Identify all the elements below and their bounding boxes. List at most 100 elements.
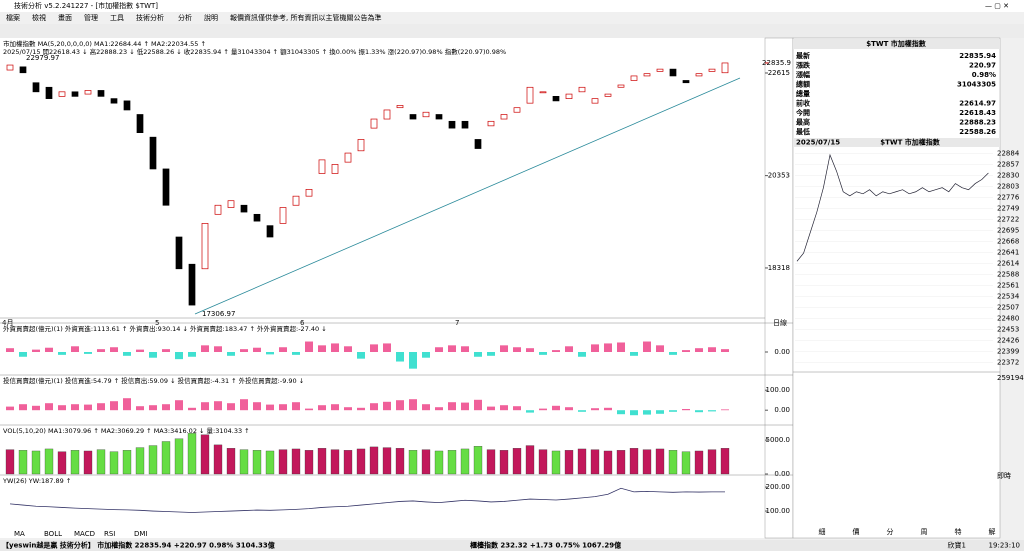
- candle: [682, 80, 690, 84]
- candle: [149, 136, 157, 170]
- panel-tab[interactable]: 解: [989, 527, 996, 536]
- indicator-bar: [83, 450, 93, 475]
- candle: [565, 93, 573, 99]
- indicator-bar: [526, 348, 534, 352]
- indicator-tab[interactable]: DMI: [134, 530, 148, 538]
- indicator-bar: [5, 449, 15, 475]
- quote-label: 今開: [795, 108, 810, 117]
- indicator-bar: [669, 352, 677, 355]
- menu-item[interactable]: 說明: [204, 13, 218, 22]
- indicator-bar: [292, 352, 300, 355]
- indicator-bar: [474, 352, 482, 357]
- quote-label: 漲幅: [796, 70, 810, 79]
- indicator-tab[interactable]: MA: [14, 530, 25, 538]
- indicator-bar: [110, 401, 118, 411]
- menu-item[interactable]: 檔案: [6, 13, 20, 22]
- indicator-bar: [44, 448, 54, 475]
- indicator-bar: [109, 451, 119, 475]
- quote-label: 最新: [796, 51, 810, 60]
- menu-item[interactable]: 工具: [110, 14, 124, 22]
- indicator-bar: [97, 349, 105, 352]
- candle: [708, 68, 716, 72]
- yw-line: [9, 487, 725, 513]
- menu-item[interactable]: 報價資訊僅供參考, 所有資訊以主管機關公告為準: [230, 13, 381, 22]
- candle: [461, 120, 469, 129]
- panel-tab[interactable]: 特: [955, 527, 962, 536]
- indicator-bar: [396, 352, 404, 362]
- y-tick-label: 22722: [997, 216, 1019, 224]
- toolbar: [0, 24, 1024, 38]
- indicator-tab[interactable]: BOLL: [44, 530, 62, 538]
- y-tick-label: 22614: [997, 260, 1020, 268]
- candle: [578, 86, 586, 93]
- candle: [695, 73, 703, 77]
- candle: [669, 68, 677, 77]
- indicator-tab[interactable]: MACD: [74, 530, 95, 538]
- indicator-bar: [435, 407, 443, 411]
- menu-item[interactable]: 畫面: [58, 13, 72, 22]
- panel-tab[interactable]: 分: [887, 527, 894, 536]
- candle: [357, 139, 365, 152]
- indicator-bar: [643, 410, 651, 415]
- indicator-bar: [539, 352, 547, 355]
- indicator-bar: [304, 450, 314, 475]
- indicator-bar: [695, 410, 703, 413]
- quote-value: 22888.23: [959, 119, 996, 127]
- candle: [71, 91, 79, 97]
- candle: [591, 98, 599, 104]
- indicator-bar: [279, 404, 287, 411]
- menu-item[interactable]: 檢視: [32, 13, 46, 22]
- panel-tab[interactable]: 細: [819, 527, 826, 536]
- indicator-bar: [266, 352, 274, 355]
- quote-label: 漲跌: [796, 61, 811, 70]
- candle: [84, 90, 92, 95]
- panel-tab[interactable]: 周: [921, 528, 928, 536]
- candle: [305, 189, 313, 197]
- intraday-date: 2025/07/15: [796, 139, 840, 147]
- quote-value: 22618.43: [959, 109, 996, 117]
- window-controls[interactable]: — ▢ ✕: [985, 2, 1009, 10]
- indicator-bar: [84, 404, 92, 411]
- panel-tab[interactable]: 價: [853, 527, 860, 536]
- indicator-bar: [604, 343, 612, 352]
- indicator-bar: [343, 450, 353, 475]
- indicator-bar: [161, 441, 171, 475]
- y-tick-label: 22561: [997, 281, 1019, 289]
- indicator-bar: [396, 400, 404, 411]
- y-tick-label: 5000.0: [766, 436, 791, 444]
- indicator-tab[interactable]: RSI: [104, 530, 115, 538]
- indicator-bar: [448, 402, 456, 411]
- indicator-bar: [318, 345, 326, 352]
- indicator-bar: [513, 347, 521, 352]
- y-tick-label: 22830: [997, 171, 1019, 179]
- candle: [240, 204, 248, 213]
- indicator-bar: [19, 352, 27, 357]
- menu-item[interactable]: 分析: [178, 13, 192, 22]
- menu-item[interactable]: 管理: [84, 13, 98, 22]
- candle: [604, 93, 612, 97]
- indicator-bar: [435, 347, 443, 352]
- indicator-bar: [18, 450, 28, 475]
- indicator-bar: [694, 450, 704, 475]
- indicator-bar: [448, 345, 456, 352]
- candle: [214, 204, 222, 215]
- indicator-bar: [253, 402, 261, 411]
- indicator-bar: [32, 349, 40, 352]
- quote-label: 最高: [796, 118, 810, 127]
- y-tick-label: 20353: [768, 172, 790, 180]
- candle: [227, 200, 235, 208]
- candle: [448, 120, 456, 129]
- quote-label: 總額: [796, 80, 810, 89]
- menu-item[interactable]: 技術分析: [136, 13, 164, 22]
- indicator-bar: [720, 448, 730, 475]
- y-tick-label: 22668: [997, 238, 1019, 246]
- quote-label: 前收: [796, 99, 811, 108]
- indicator-bar: [265, 450, 275, 475]
- indicator-bar: [630, 410, 638, 416]
- indicator-bar: [357, 407, 365, 411]
- indicator-bar: [19, 404, 27, 411]
- candle: [513, 107, 521, 113]
- indicator-bar: [617, 342, 625, 352]
- indicator-bar: [253, 347, 261, 352]
- quote-label: 總量: [796, 89, 810, 98]
